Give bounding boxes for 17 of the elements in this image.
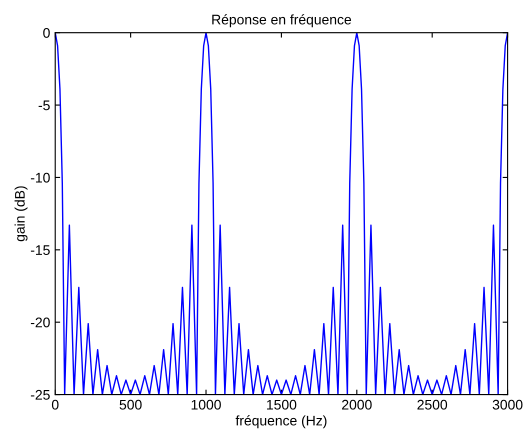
y-tick-label: -15 [30, 245, 50, 255]
x-tick-label: 2000 [342, 400, 372, 410]
x-tick-label: 1000 [192, 400, 221, 410]
line-series [55, 32, 508, 395]
y-tick-label: -25 [30, 390, 50, 400]
x-axis-title: fréquence (Hz) [236, 415, 326, 428]
x-tick-label: 0 [52, 400, 59, 410]
y-tick-label: -5 [38, 100, 50, 110]
chart-title: Réponse en fréquence [212, 14, 352, 28]
y-axis-title: gain (dB) [14, 186, 28, 242]
y-tick-label: 0 [43, 28, 50, 38]
x-tick-label: 3000 [492, 400, 522, 410]
x-tick-label: 2500 [417, 400, 448, 410]
y-tick-label: -20 [30, 318, 50, 328]
x-tick-label: 1500 [267, 400, 296, 410]
x-tick-label: 500 [120, 400, 142, 410]
y-tick-label: -10 [30, 172, 50, 183]
